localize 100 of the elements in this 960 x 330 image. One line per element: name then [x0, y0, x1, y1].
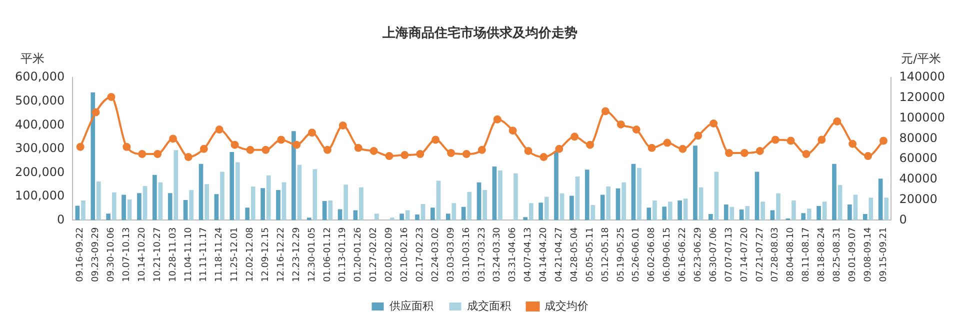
bar — [122, 194, 126, 220]
point — [864, 152, 872, 160]
bar — [292, 131, 296, 220]
point — [508, 126, 517, 135]
bar — [693, 146, 698, 220]
point — [107, 92, 116, 101]
bar — [436, 180, 441, 220]
bar — [152, 174, 157, 220]
bar — [523, 217, 528, 220]
x-tick-label: 11.25-12.01 — [230, 227, 240, 282]
point — [493, 115, 502, 124]
bar — [214, 194, 219, 220]
point — [92, 108, 100, 116]
x-tick-label: 04.21-04.27 — [554, 227, 564, 282]
bar — [652, 200, 657, 220]
x-tick-label: 04.07-04.13 — [524, 227, 534, 282]
point — [818, 136, 826, 144]
point — [416, 150, 424, 158]
bar — [297, 164, 302, 220]
bar — [575, 176, 580, 220]
y-tick-label: 100,000 — [15, 188, 65, 203]
y2-tick-label: 80000 — [899, 130, 938, 145]
y-tick-label: 400,000 — [15, 117, 65, 132]
x-tick-label: 10.07-10.13 — [122, 227, 132, 282]
x-tick-label: 08.18-08.24 — [817, 226, 828, 282]
bar — [714, 172, 719, 220]
x-tick-label: 05.12-05.18 — [600, 226, 611, 282]
bar — [668, 202, 672, 220]
bar — [96, 181, 101, 220]
bar — [838, 185, 842, 220]
point — [385, 152, 394, 160]
bar — [776, 193, 780, 220]
bar — [622, 182, 626, 220]
bar — [683, 198, 688, 220]
point — [524, 146, 532, 155]
point — [154, 150, 162, 158]
x-tick-label: 07.28-08.03 — [770, 227, 781, 282]
bar — [446, 214, 450, 220]
y2-tick-label: 60000 — [899, 151, 938, 166]
point — [138, 150, 146, 158]
bar — [344, 184, 348, 220]
point — [169, 134, 178, 143]
x-tick-label: 01.20-01.26 — [354, 226, 364, 282]
bar — [276, 190, 280, 220]
x-tick-label: 09.23-09.29 — [91, 226, 102, 282]
x-tick-label: 10.28-11.03 — [168, 227, 178, 282]
x-tick-label: 03.31-04.06 — [508, 226, 518, 282]
y2-tick-label: 40000 — [899, 172, 938, 186]
bar — [760, 202, 765, 220]
x-tick-label: 02.10-02.16 — [400, 226, 410, 282]
bar — [236, 162, 240, 220]
bar — [590, 205, 596, 220]
point — [802, 150, 810, 158]
bar — [189, 190, 194, 220]
bar — [245, 208, 250, 220]
point — [292, 140, 301, 149]
bar — [792, 200, 796, 220]
x-tick-label: 07.07-07.13 — [724, 227, 734, 282]
bar — [853, 194, 858, 220]
bar — [183, 200, 188, 220]
bar — [405, 210, 410, 220]
x-tick-label: 05.05-05.11 — [585, 227, 596, 282]
bar — [266, 176, 271, 220]
bar — [606, 186, 611, 220]
bar — [461, 206, 466, 220]
y2-tick-label: 100000 — [899, 110, 946, 124]
bar — [260, 188, 265, 220]
bar — [730, 206, 734, 220]
x-tick-label: 07.21-07.27 — [755, 227, 766, 282]
bar — [584, 170, 590, 220]
x-tick-label: 12.09-12.15 — [261, 227, 272, 282]
bar — [390, 218, 394, 220]
point — [354, 144, 362, 152]
bar — [467, 192, 472, 220]
x-tick-label: 08.04-08.10 — [786, 226, 796, 282]
bar — [868, 198, 874, 220]
point — [76, 142, 84, 151]
y-axis-title: 平米 — [20, 52, 45, 66]
y2-tick-label: 120000 — [899, 90, 946, 104]
bar — [770, 210, 775, 220]
bar — [452, 203, 456, 220]
x-tick-label: 06.30-07.06 — [708, 226, 719, 282]
bar — [476, 182, 482, 220]
bar — [282, 182, 286, 220]
x-tick-label: 06.09-06.15 — [662, 227, 673, 282]
bar — [848, 204, 852, 220]
x-tick-label: 04.28-05.04 — [570, 226, 580, 282]
x-tick-label: 11.18-11.24 — [214, 226, 225, 282]
x-tick-label: 09.08-09.14 — [863, 226, 874, 282]
point — [370, 146, 378, 155]
y2-tick-label: 0 — [899, 212, 907, 226]
bar — [816, 206, 821, 220]
y-tick-label: 500,000 — [15, 93, 65, 108]
point — [740, 148, 748, 157]
point — [555, 144, 564, 153]
bar — [198, 164, 204, 220]
bar — [739, 210, 744, 220]
x-tick-label: 06.02-06.08 — [647, 226, 658, 282]
point — [230, 140, 239, 149]
bar — [570, 196, 574, 220]
